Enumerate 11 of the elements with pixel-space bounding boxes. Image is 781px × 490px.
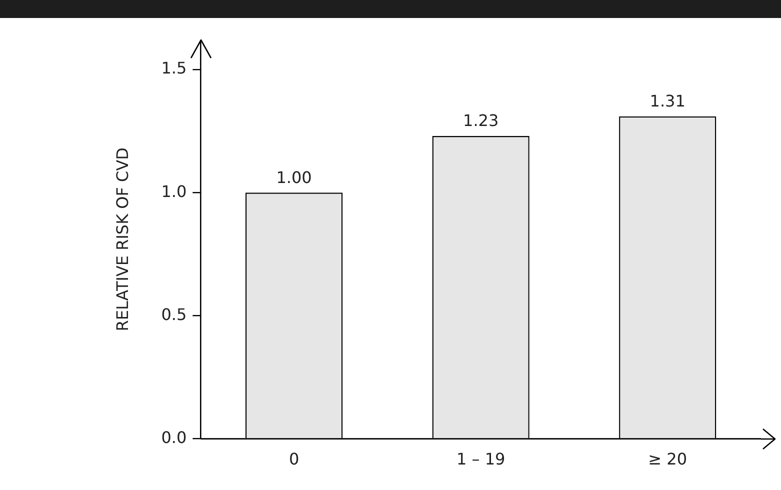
x-tick-label: 0: [288, 450, 300, 469]
y-axis-title: RELATIVE RISK OF CVD: [112, 148, 132, 332]
x-tick-label: 1 – 19: [456, 450, 506, 469]
data-label: 1.23: [463, 111, 499, 130]
data-label: 1.00: [276, 168, 312, 187]
y-tick-label: 1.0: [161, 182, 187, 201]
y-tick-label: 0.5: [161, 304, 187, 324]
x-tick-label: ≥ 20: [648, 450, 688, 469]
data-label: 1.31: [650, 91, 686, 110]
y-tick-label: 0.0: [161, 428, 187, 447]
y-tick-label: 1.5: [161, 58, 187, 78]
